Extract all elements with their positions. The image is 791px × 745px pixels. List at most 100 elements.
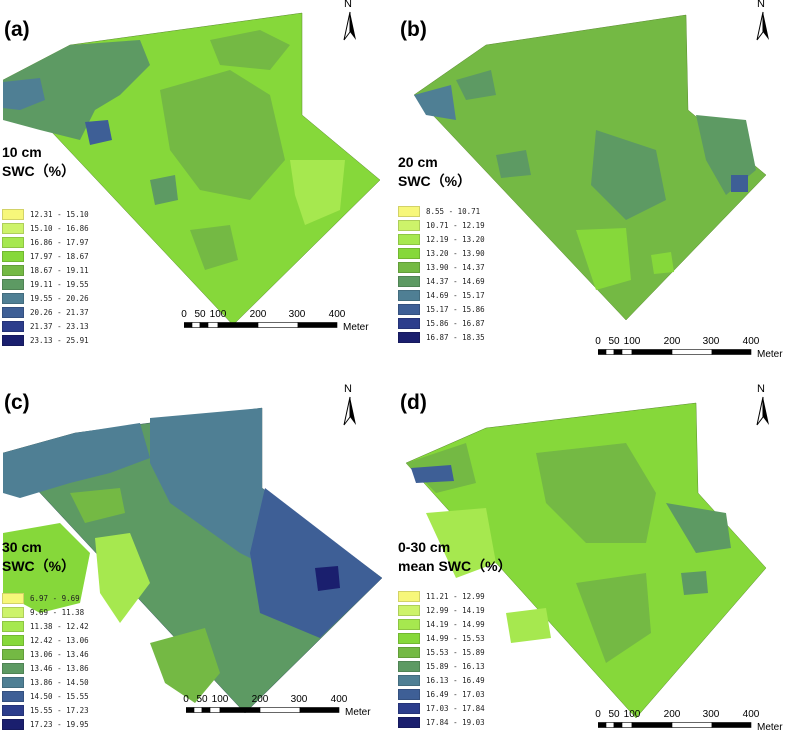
legend-label: 17.84 - 19.03 [426,718,485,728]
legend-item: 14.69 - 15.17 [398,289,485,303]
legend-item: 21.37 - 23.13 [2,320,89,334]
legend-item: 14.37 - 14.69 [398,274,485,288]
scale-bar-segments [186,707,340,713]
legend-item: 12.31 - 15.10 [2,207,89,221]
legend-item: 13.46 - 13.86 [2,661,89,675]
legend-label: 20.26 - 21.37 [30,308,89,318]
scale-tick-label: 200 [251,694,269,705]
legend-label: 18.67 - 19.11 [30,265,89,275]
scale-tick-label: 50 [196,694,208,705]
legend-label: 15.89 - 16.13 [426,662,485,672]
legend-label: 15.55 - 17.23 [30,706,89,716]
legend-item: 17.23 - 19.95 [2,718,89,732]
legend-swatch [2,677,24,689]
scale-tick-label: 0 [183,694,189,705]
legend-swatch [2,620,24,632]
map-a [2,12,381,326]
scale-bar-icon: 0 50 100 200 300 400 Meter [594,709,791,745]
scale-tick-label: 0 [595,336,601,347]
legend-item: 16.49 - 17.03 [398,688,485,702]
legend-label: 16.49 - 17.03 [426,690,485,700]
scale-bar-icon: 0 50 100 200 300 400 Meter [180,309,400,345]
legend-item: 14.50 - 15.55 [2,690,89,704]
legend-label: 12.99 - 14.19 [426,605,485,615]
legend-label: 16.86 - 17.97 [30,237,89,247]
legend-label: 13.86 - 14.50 [30,678,89,688]
north-arrow-icon: N [753,0,773,44]
legend-item: 15.17 - 15.86 [398,303,485,317]
legend-label: 17.23 - 19.95 [30,720,89,730]
legend-label: 13.46 - 13.86 [30,664,89,674]
scale-tick-label: 0 [181,309,187,320]
map-panel-d: (d) 0-30 cm mean SWC（%） 11.21 - 12.99 12.… [396,373,791,745]
legend-label: 23.13 - 25.91 [30,336,89,346]
scale-tick-label: 400 [742,336,760,347]
map-d [405,402,767,719]
scale-tick-label: 200 [663,336,681,347]
legend-label: 12.42 - 13.06 [30,635,89,645]
legend-label: 19.11 - 19.55 [30,280,89,290]
legend: 11.21 - 12.99 12.99 - 14.19 14.19 - 14.99 1… [398,589,485,730]
legend-label: 17.03 - 17.84 [426,704,485,714]
legend-item: 15.10 - 16.86 [2,221,89,235]
legend-swatch [2,321,24,333]
legend-label: 16.13 - 16.49 [426,676,485,686]
map-c [2,407,383,714]
legend-item: 11.38 - 12.42 [2,619,89,633]
depth-title-line2: SWC（%） [2,558,76,574]
legend-item: 17.03 - 17.84 [398,702,485,716]
legend-swatch [2,705,24,717]
north-arrow-icon: N [753,383,773,429]
legend-swatch [2,335,24,347]
scale-tick-label: 200 [663,709,681,720]
legend-label: 11.38 - 12.42 [30,621,89,631]
legend-swatch [2,208,24,220]
legend-label: 14.50 - 15.55 [30,692,89,702]
legend-swatch [398,219,420,231]
legend-swatch [398,703,420,715]
scale-tick-label: 100 [211,694,229,705]
legend-swatch [2,279,24,291]
panel-label: (a) [4,18,30,41]
scale-unit-label: Meter [345,707,371,718]
legend-label: 15.86 - 16.87 [426,319,485,329]
legend-swatch [2,719,24,731]
legend-swatch [2,293,24,305]
legend-swatch [2,634,24,646]
legend-item: 13.06 - 13.46 [2,647,89,661]
legend-swatch [2,648,24,660]
legend-swatch [398,247,420,259]
legend-label: 21.37 - 23.13 [30,322,89,332]
map-panel-c: (c) 30 cm SWC（%） 6.97 - 9.69 9.69 - 11.38… [0,373,395,745]
legend-swatch [398,233,420,245]
scale-tick-label: 0 [595,709,601,720]
legend-swatch [398,205,420,217]
scale-unit-label: Meter [757,349,783,360]
scale-tick-label: 400 [330,694,348,705]
legend-swatch [2,592,24,604]
scale-tick-label: 400 [328,309,346,320]
legend-label: 14.99 - 15.53 [426,633,485,643]
scale-tick-label: 100 [623,709,641,720]
legend-label: 16.87 - 18.35 [426,333,485,343]
north-arrow-icon: N [340,0,360,44]
legend-item: 10.71 - 12.19 [398,218,485,232]
legend-swatch [398,689,420,701]
scale-tick-label: 50 [608,336,620,347]
legend-item: 19.11 - 19.55 [2,277,89,291]
legend-item: 23.13 - 25.91 [2,334,89,348]
legend-label: 11.21 - 12.99 [426,591,485,601]
legend-label: 15.17 - 15.86 [426,305,485,315]
legend-item: 14.99 - 15.53 [398,631,485,645]
legend-label: 13.20 - 13.90 [426,248,485,258]
scale-tick-label: 300 [288,309,306,320]
legend-item: 20.26 - 21.37 [2,306,89,320]
depth-title-line2: SWC（%） [398,173,472,189]
legend-label: 13.90 - 14.37 [426,262,485,272]
legend-item: 15.86 - 16.87 [398,317,485,331]
legend-item: 16.13 - 16.49 [398,674,485,688]
legend-item: 8.55 - 10.71 [398,204,485,218]
scale-tick-label: 50 [608,709,620,720]
legend-swatch [398,646,420,658]
legend-swatch [398,618,420,630]
